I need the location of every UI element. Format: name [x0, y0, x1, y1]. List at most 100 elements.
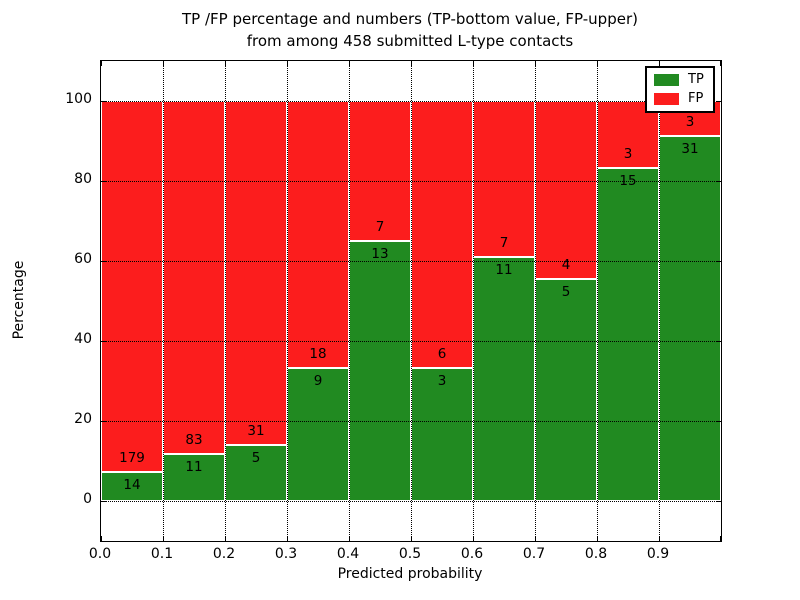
y-tick-mark: [101, 260, 106, 262]
fp-bar-segment: [535, 101, 597, 279]
y-tick-mark: [101, 180, 106, 182]
tp-count-label: 15: [619, 172, 637, 189]
x-tick-mark-top: [473, 61, 474, 66]
x-tick-mark-top: [720, 61, 721, 66]
fp-count-label: 83: [185, 432, 203, 449]
tp-bar-segment: [101, 471, 163, 501]
fp-bar-segment: [411, 101, 473, 368]
y-tick-label: 60: [74, 251, 92, 267]
y-tick-mark-right: [716, 500, 721, 502]
tp-count-label: 9: [313, 372, 323, 389]
y-tick-mark-right: [716, 340, 721, 342]
vertical-gridline: [162, 61, 164, 541]
tp-legend-swatch: [654, 74, 679, 87]
tp-bar-segment: [535, 278, 597, 501]
x-tick-mark: [473, 536, 474, 541]
vertical-gridline: [286, 61, 288, 541]
horizontal-gridline: [101, 260, 721, 262]
y-tick-label: 100: [65, 91, 92, 107]
fp-legend-swatch: [654, 92, 679, 105]
tp-bar-segment: [287, 367, 349, 501]
fp-count-label: 3: [623, 145, 633, 162]
x-tick-label: 0.1: [150, 546, 174, 562]
chart-title-line2: from among 458 submitted L-type contacts: [246, 32, 574, 51]
x-tick-mark-top: [287, 61, 288, 66]
fp-count-label: 179: [119, 449, 145, 466]
x-tick-mark: [659, 536, 660, 541]
horizontal-gridline: [101, 500, 721, 502]
x-tick-mark: [535, 536, 536, 541]
fp-bar-segment: [473, 101, 535, 257]
x-tick-mark: [101, 536, 102, 541]
vertical-gridline: [348, 61, 350, 541]
fp-count-label: 6: [437, 345, 447, 362]
x-tick-label: 0.4: [336, 546, 360, 562]
horizontal-gridline: [101, 180, 721, 182]
y-tick-label: 40: [74, 331, 92, 347]
x-tick-label: 0.0: [88, 546, 112, 562]
fp-count-label: 7: [499, 234, 509, 251]
y-tick-label: 20: [74, 411, 92, 427]
fp-bar-segment: [287, 101, 349, 368]
x-tick-mark: [287, 536, 288, 541]
tp-count-label: 11: [495, 261, 513, 278]
tp-bar-segment: [597, 167, 659, 501]
y-tick-label: 80: [74, 171, 92, 187]
vertical-gridline: [224, 61, 226, 541]
fp-bar-segment: [349, 101, 411, 241]
vertical-gridline: [596, 61, 598, 541]
vertical-gridline: [534, 61, 536, 541]
x-tick-label: 0.5: [398, 546, 422, 562]
tp-count-label: 31: [681, 141, 699, 158]
x-tick-mark: [597, 536, 598, 541]
x-tick-mark: [225, 536, 226, 541]
y-tick-mark: [101, 500, 106, 502]
x-tick-mark-top: [349, 61, 350, 66]
y-tick-mark-right: [716, 100, 721, 102]
x-tick-mark-top: [101, 61, 102, 66]
tp-count-label: 11: [185, 459, 203, 476]
x-tick-mark: [720, 536, 721, 541]
fp-count-label: 3: [685, 114, 695, 131]
y-tick-label: 0: [83, 491, 92, 507]
x-tick-mark: [163, 536, 164, 541]
y-tick-mark-right: [716, 260, 721, 262]
x-tick-label: 0.7: [522, 546, 546, 562]
tp-count-label: 14: [123, 476, 141, 493]
x-tick-label: 0.3: [274, 546, 298, 562]
fp-count-label: 4: [561, 256, 571, 273]
tp-legend-label: TP: [688, 72, 704, 88]
vertical-gridline: [472, 61, 474, 541]
vertical-gridline: [658, 61, 660, 541]
tp-bar-segment: [225, 445, 287, 501]
tp-bar-segment: [473, 256, 535, 501]
tp-count-label: 5: [561, 283, 571, 300]
fp-bar-segment: [163, 101, 225, 455]
x-tick-label: 0.6: [460, 546, 484, 562]
chart-title: TP /FP percentage and numbers (TP-bottom…: [100, 8, 720, 52]
tp-count-label: 5: [251, 450, 261, 467]
tp-count-label: 13: [371, 246, 389, 262]
x-tick-mark: [411, 536, 412, 541]
horizontal-gridline: [101, 100, 721, 102]
horizontal-gridline: [101, 420, 721, 422]
y-tick-mark-right: [716, 420, 721, 422]
fp-legend-label: FP: [688, 90, 704, 106]
legend-item-tp: TP: [654, 73, 706, 87]
x-tick-mark-top: [225, 61, 226, 66]
legend: TP FP: [645, 66, 715, 113]
x-tick-mark-top: [659, 61, 660, 66]
x-tick-mark: [349, 536, 350, 541]
y-tick-mark: [101, 100, 106, 102]
x-tick-mark-top: [597, 61, 598, 66]
horizontal-gridline: [101, 340, 721, 342]
y-tick-mark: [101, 420, 106, 422]
fp-bar-segment: [225, 101, 287, 446]
x-axis-label: Predicted probability: [337, 566, 483, 582]
x-tick-label: 0.9: [646, 546, 670, 562]
x-tick-mark-top: [535, 61, 536, 66]
plot-area: 179 14 83 11 31 5 18 9 7 13 6 3 7 11 4 5 3 15 3 31: [100, 60, 722, 542]
y-tick-mark: [101, 340, 106, 342]
y-axis-label: Percentage: [11, 260, 27, 340]
